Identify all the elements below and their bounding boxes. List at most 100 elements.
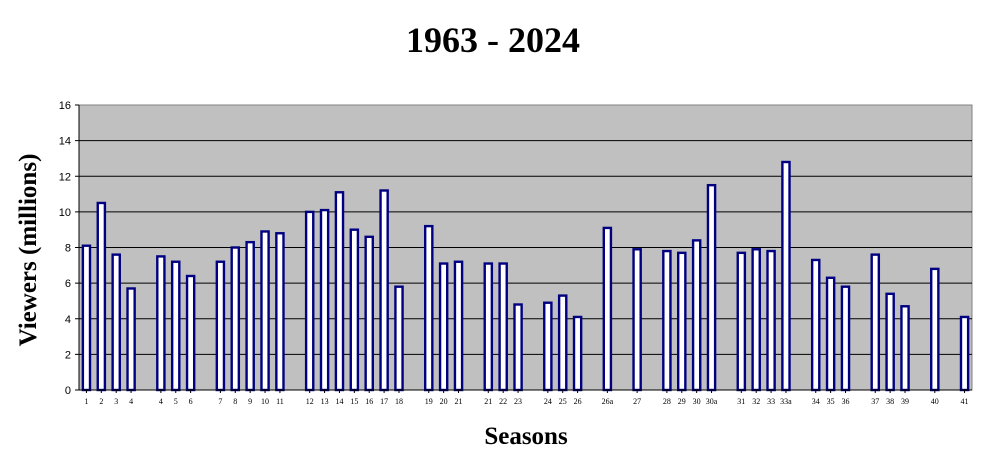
bar-season-23 [513,303,523,392]
bar-season-36 [840,285,851,392]
x-tick-label: 41 [961,397,969,406]
bar-season-35 [825,276,836,392]
x-tick-label: 17 [380,397,388,406]
x-tick-label: 12 [306,397,314,406]
x-tick-label: 36 [841,397,849,406]
x-tick-label: 20 [440,397,448,406]
bar-season-5 [170,260,181,392]
bar-season-13 [319,208,330,392]
bar-season-26 [572,315,583,392]
bar-season-33a [781,160,791,392]
bar-season-19 [423,224,434,392]
x-tick-label: 9 [248,397,252,406]
bar-season-28 [662,249,672,392]
bar-season-4 [156,255,166,392]
bar-season-3 [111,253,121,392]
bar-season-37 [870,253,881,392]
bar-season-33 [766,249,776,392]
x-tick-label: 38 [886,397,894,406]
x-tick-label: 6 [189,397,193,406]
y-tick-label: 2 [65,349,71,361]
bar-season-21 [453,260,464,392]
bar-season-40 [930,267,940,392]
x-tick-label: 33 [767,397,775,406]
bar-season-25 [557,294,568,392]
bar-season-11 [275,232,285,392]
bar-season-17 [379,189,389,392]
bar-season-21 [483,262,494,392]
bar-season-34 [810,258,821,392]
x-tick-label: 3 [114,397,118,406]
x-tick-label: 31 [737,397,745,406]
x-tick-label: 2 [99,397,103,406]
y-tick-label: 10 [59,207,71,219]
x-tick-label: 21 [455,397,463,406]
y-tick-label: 14 [59,136,71,148]
x-tick-label: 30a [706,397,718,406]
y-axis-title: Viewers (millions) [15,154,42,347]
x-tick-label: 16 [365,397,373,406]
x-tick-label: 13 [321,397,329,406]
bar-season-1 [81,244,92,392]
bar-season-30 [691,239,702,392]
gridlines [79,140,972,355]
x-tick-label: 26a [602,397,614,406]
x-axis-title: Seasons [484,423,568,450]
bar-season-4 [126,287,136,392]
x-tick-label: 26 [574,397,582,406]
bar-season-18 [394,285,404,392]
x-tick-label: 40 [931,397,939,406]
chart-title: 1963 - 2024 [406,20,580,60]
x-tick-label: 37 [871,397,879,406]
x-tick-label: 4 [159,397,163,406]
bar-season-12 [304,210,315,392]
y-tick-label: 0 [65,385,71,397]
y-tick-label: 16 [59,100,71,112]
bar-season-24 [543,301,553,392]
x-tick-label: 23 [514,397,522,406]
x-tick-label: 29 [678,397,686,406]
bar-season-39 [900,305,910,392]
x-tick-label: 10 [261,397,269,406]
bar-season-22 [498,262,508,392]
bar-season-16 [364,235,374,392]
x-tick-label: 15 [350,397,358,406]
x-tick-label: 8 [233,397,237,406]
bar-season-31 [736,251,747,392]
y-axis-ticks: 0 2 4 6 8 10 12 14 16 [59,100,79,397]
x-tick-label: 11 [276,397,284,406]
x-tick-label: 5 [174,397,178,406]
x-tick-label: 18 [395,397,403,406]
x-tick-label: 21 [484,397,492,406]
x-tick-label: 30 [693,397,701,406]
bar-season-30a [706,183,717,392]
bar-season-6 [185,274,196,392]
y-tick-label: 12 [59,171,71,183]
x-tick-label: 22 [499,397,507,406]
x-tick-label: 33a [780,397,792,406]
bar-season-8 [230,246,241,392]
x-tick-label: 7 [218,397,222,406]
x-tick-label: 14 [335,397,343,406]
bar-season-14 [334,191,345,392]
bar-season-2 [96,201,107,392]
bar-season-27 [632,248,642,392]
y-tick-label: 4 [65,314,71,326]
bar-season-38 [885,292,895,392]
bar-season-29 [677,251,687,392]
y-tick-label: 6 [65,278,71,290]
x-tick-label: 4 [129,397,133,406]
x-tick-label: 28 [663,397,671,406]
bar-season-41 [959,315,970,392]
x-tick-label: 35 [827,397,835,406]
bar-season-7 [215,260,226,392]
x-tick-label: 19 [425,397,433,406]
bar-season-32 [751,248,761,392]
x-tick-label: 39 [901,397,909,406]
bar-season-26a [602,226,613,392]
x-tick-label: 34 [812,397,820,406]
x-axis-ticks: 1 2 3 4 4 5 6 7 8 9 10 11 12 13 14 15 16 17 18 19 20 21 21 22 23… [84,390,969,406]
y-tick-label: 8 [65,243,71,255]
bar-season-9 [245,240,255,392]
